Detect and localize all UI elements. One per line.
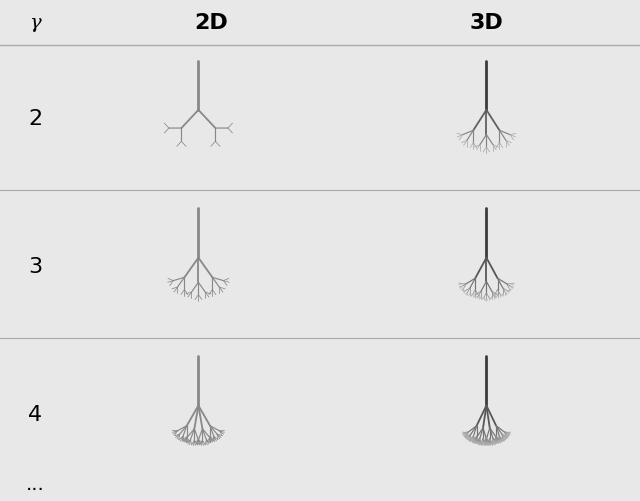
Text: 4: 4: [28, 405, 42, 424]
Text: 2: 2: [28, 109, 42, 129]
Text: 3D: 3D: [470, 13, 503, 33]
Text: 2D: 2D: [195, 13, 228, 33]
Text: 3: 3: [28, 257, 42, 277]
Text: ...: ...: [26, 475, 45, 494]
Text: γ: γ: [29, 14, 41, 32]
